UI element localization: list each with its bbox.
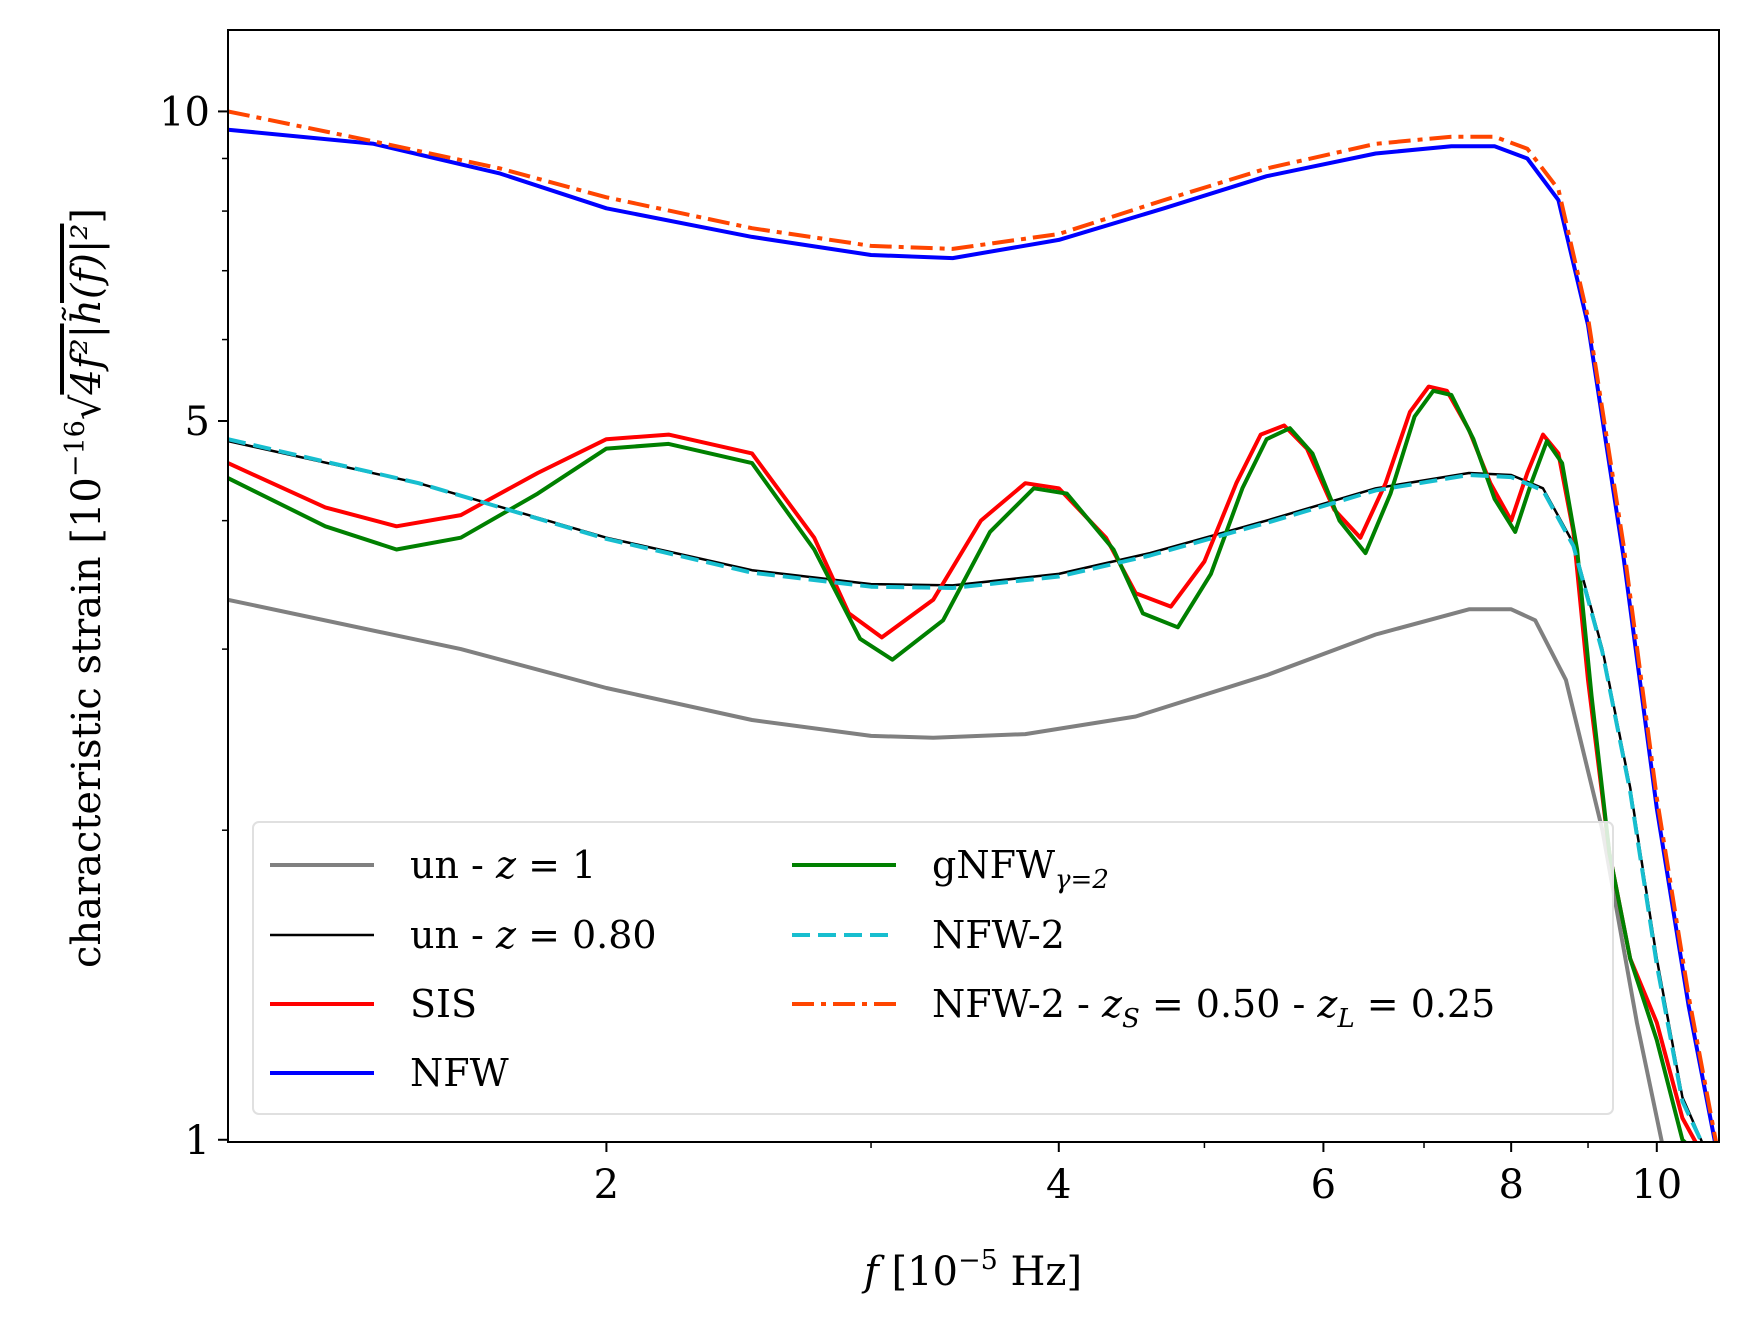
y-tick-label-2: 10 bbox=[159, 89, 210, 135]
legend-item-2: SIS bbox=[270, 982, 477, 1026]
ticks-layer: 2 4 6 8 10 1 5 10 bbox=[159, 89, 1682, 1208]
legend-label-2: SIS bbox=[410, 982, 477, 1026]
legend: un - z = 1 un - z = 0.80 SIS NFW gNFWγ=2 NFW-… bbox=[270, 843, 1495, 1095]
series-line-5 bbox=[228, 437, 1704, 1142]
y-tick-label-1: 5 bbox=[185, 399, 210, 445]
legend-label-6: NFW-2 - zS = 0.50 - zL = 0.25 bbox=[932, 982, 1495, 1034]
plot-frame bbox=[227, 29, 1720, 1143]
legend-label-5: NFW-2 bbox=[932, 913, 1065, 957]
y-axis-label: characteristic strain [10−16√4f²|h̃(f)|²… bbox=[60, 208, 110, 968]
legend-box bbox=[252, 821, 1614, 1115]
x-tick-label-4: 10 bbox=[1631, 1162, 1682, 1208]
legend-item-5: NFW-2 bbox=[792, 913, 1065, 957]
legend-label-0: un - z = 1 bbox=[410, 843, 596, 887]
legend-item-3: NFW bbox=[270, 1051, 509, 1095]
legend-item-1: un - z = 0.80 bbox=[270, 913, 657, 957]
x-tick-label-0: 2 bbox=[594, 1162, 619, 1208]
svg-text:characteristic strain [10−16√4: characteristic strain [10−16√4f²|h̃(f)|²… bbox=[60, 208, 110, 968]
series-line-6 bbox=[228, 109, 1719, 1142]
x-tick-label-1: 4 bbox=[1046, 1162, 1071, 1208]
series-line-1 bbox=[228, 439, 1704, 1142]
series-layer bbox=[228, 109, 1719, 1142]
legend-item-6: NFW-2 - zS = 0.50 - zL = 0.25 bbox=[792, 982, 1495, 1034]
series-line-0 bbox=[228, 597, 1664, 1142]
x-tick-label-3: 8 bbox=[1498, 1162, 1523, 1208]
y-tick-label-0: 1 bbox=[185, 1118, 210, 1164]
legend-label-3: NFW bbox=[410, 1051, 509, 1095]
legend-item-0: un - z = 1 bbox=[270, 843, 596, 887]
legend-label-1: un - z = 0.80 bbox=[410, 913, 657, 957]
x-tick-label-2: 6 bbox=[1311, 1162, 1336, 1208]
legend-label-4: gNFWγ=2 bbox=[932, 843, 1109, 895]
series-line-4 bbox=[228, 388, 1688, 1142]
x-axis-label: f [10−5 Hz] bbox=[861, 1245, 1082, 1295]
legend-item-4: gNFWγ=2 bbox=[792, 843, 1109, 895]
